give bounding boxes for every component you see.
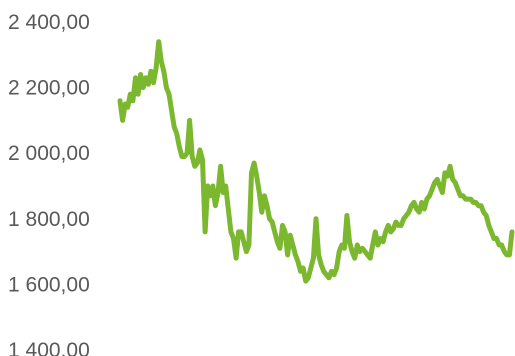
y-axis-tick-labels: 2 400,00 2 200,00 2 000,00 1 800,00 1 60… bbox=[8, 11, 90, 356]
y-tick-label: 2 200,00 bbox=[8, 77, 90, 100]
y-tick-label: 2 400,00 bbox=[8, 11, 90, 34]
y-tick-label: 1 600,00 bbox=[8, 273, 90, 296]
y-tick-label: 1 800,00 bbox=[8, 208, 90, 231]
y-tick-label: 1 400,00 bbox=[8, 339, 90, 356]
y-tick-label: 2 000,00 bbox=[8, 142, 90, 165]
series-line bbox=[117, 39, 515, 284]
